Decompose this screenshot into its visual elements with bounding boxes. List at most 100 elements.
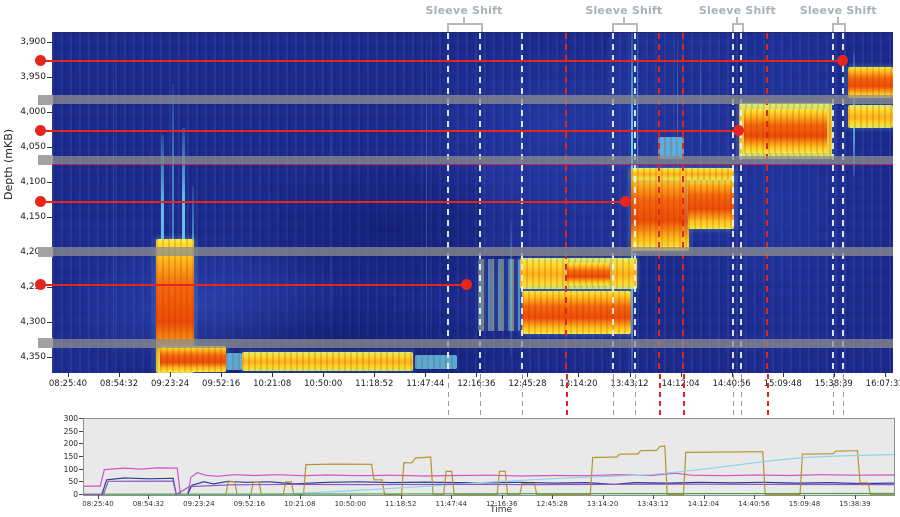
- timeline-line-chart: [83, 418, 895, 496]
- hot-acoustic-zone: [847, 67, 893, 98]
- sleeve-event-line-white: [478, 33, 481, 373]
- depth-tick-mark: [47, 76, 52, 78]
- timeline-time-tick-label: 10:50:00: [334, 500, 367, 508]
- series-magenta: [84, 467, 894, 495]
- depth-tick-label: 3,950: [20, 71, 46, 82]
- main-time-tick-label: 15:09:48: [763, 379, 802, 389]
- vertical-signal-streak: [637, 33, 639, 237]
- main-time-tick-label: 09:23:24: [150, 379, 190, 389]
- depth-marker-start-dot: [34, 55, 46, 66]
- timeline-time-tick-label: 08:54:32: [132, 500, 165, 508]
- signal-patch: [741, 33, 835, 105]
- timeline-time-tick-mark: [854, 495, 856, 499]
- depth-tick-mark: [47, 286, 52, 288]
- timeline-time-tick-mark: [148, 495, 150, 499]
- vertical-signal-streak: [112, 33, 114, 373]
- timeline-time-tick-mark: [703, 495, 705, 499]
- main-time-tick-label: 13:43:12: [610, 379, 649, 389]
- main-time-tick-mark: [782, 372, 784, 377]
- main-time-tick-label: 08:25:40: [48, 379, 88, 389]
- hot-acoustic-zone: [478, 259, 521, 332]
- hot-acoustic-zone: [744, 109, 828, 154]
- timeline-time-tick-label: 08:25:40: [82, 500, 114, 508]
- timeline-time-tick-mark: [501, 495, 503, 499]
- sleeve-shift-bracket-stem: [837, 17, 840, 24]
- signal-patch: [480, 162, 633, 254]
- sleeve-event-line-white: [520, 33, 523, 373]
- depth-tick-label: 4,100: [20, 176, 46, 187]
- main-time-tick-label: 12:45:28: [508, 379, 547, 389]
- main-time-tick-mark: [680, 372, 682, 377]
- main-time-tick-mark: [476, 372, 478, 377]
- sleeve-shift-label: Sleeve Shift: [698, 4, 776, 17]
- timeline-time-tick-label: 11:47:44: [435, 500, 467, 508]
- timeline-value-tick-label: 100: [63, 464, 78, 474]
- sleeve-shift-annotations: Sleeve Shift Sleeve Shift Sleeve Shift Slee…: [0, 0, 900, 33]
- main-time-tick-label: 15:38:39: [814, 379, 853, 389]
- event-line-red: [565, 33, 568, 373]
- signal-patch: [52, 220, 153, 373]
- depth-tick-label: 4,150: [20, 211, 46, 222]
- series-purple: [84, 480, 894, 495]
- depth-tick-mark: [47, 111, 52, 113]
- main-time-tick-label: 10:21:08: [253, 379, 292, 389]
- timeline-value-tick-label: 50: [68, 477, 78, 487]
- sleeve-shift-bracket-stem: [463, 17, 465, 24]
- timeline-time-tick-mark: [198, 495, 200, 499]
- timeline-time-tick-mark: [754, 495, 755, 499]
- sleeve-shift-bracket: [447, 23, 483, 33]
- sleeve-event-line-white: [740, 33, 743, 373]
- casing-collar-tab: [38, 94, 53, 105]
- depth-tick-mark: [47, 146, 52, 148]
- timeline-series-svg: [84, 445, 894, 495]
- depth-tick-label: 4,300: [20, 316, 46, 327]
- timeline-value-tick-mark: [79, 481, 83, 483]
- casing-collar-tab: [38, 155, 53, 166]
- timeline-value-tick-label: 200: [63, 439, 78, 449]
- hot-acoustic-zone: [566, 263, 611, 285]
- vertical-signal-streak: [426, 33, 428, 373]
- timeline-time-tick-mark: [451, 495, 453, 499]
- sleeve-event-line-white: [612, 33, 615, 373]
- timeline-time-tick-label: 15:38:39: [839, 500, 871, 508]
- timeline-time-tick-mark: [350, 495, 352, 499]
- sleeve-shift-label: Sleeve Shift: [799, 4, 877, 17]
- main-time-tick-label: 12:16:36: [457, 379, 496, 389]
- timeline-value-tick-mark: [79, 468, 83, 470]
- timeline-time-tick-mark: [804, 495, 806, 499]
- hot-acoustic-zone: [226, 352, 243, 370]
- sleeve-event-line-white: [633, 33, 636, 373]
- timeline-time-tick-mark: [602, 495, 604, 499]
- hot-acoustic-zone: [242, 351, 413, 371]
- timeline-time-tick-mark: [249, 495, 251, 499]
- timeline-time-tick-mark: [97, 495, 99, 499]
- event-line-red: [682, 33, 684, 373]
- main-time-tick-label: 14:12:04: [661, 379, 700, 389]
- sleeve-event-line-white: [447, 33, 450, 373]
- depth-tick-label: 4,000: [20, 106, 46, 117]
- main-time-tick-mark: [221, 372, 223, 377]
- hot-acoustic-zone: [687, 176, 735, 230]
- timeline-time-tick-label: 11:18:52: [385, 500, 417, 508]
- sleeve-shift-label: Sleeve Shift: [585, 4, 663, 17]
- timeline-time-tick-label: 14:40:56: [738, 500, 770, 508]
- depth-tick-label: 3,900: [20, 36, 46, 47]
- timeline-value-tick-label: 150: [63, 452, 78, 461]
- timeline-time-tick-label: 13:43:12: [637, 500, 669, 508]
- main-time-tick-mark: [884, 372, 886, 377]
- timeline-value-tick-label: 0: [73, 490, 78, 499]
- hot-acoustic-zone: [847, 105, 893, 129]
- waterfall-heatmap-plot: [52, 32, 893, 373]
- sleeve-event-line-white: [732, 33, 735, 373]
- depth-tick-mark: [47, 356, 52, 358]
- main-time-tick-mark: [170, 372, 172, 377]
- timeline-time-tick-label: 13:14:20: [586, 500, 619, 508]
- main-time-tick-label: 09:52:16: [202, 379, 241, 389]
- timeline-value-tick-mark: [79, 494, 83, 495]
- depth-tick-mark: [47, 181, 52, 183]
- main-time-tick-mark: [833, 372, 835, 377]
- depth-tick-label: 4,250: [20, 281, 46, 292]
- series-green: [84, 492, 894, 495]
- timeline-value-tick-mark: [79, 430, 83, 432]
- main-time-tick-mark: [67, 372, 69, 377]
